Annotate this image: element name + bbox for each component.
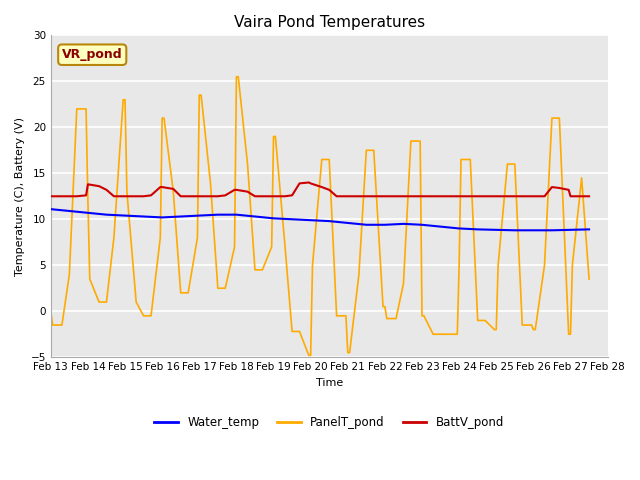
Title: Vaira Pond Temperatures: Vaira Pond Temperatures [234, 15, 425, 30]
Text: VR_pond: VR_pond [62, 48, 122, 61]
Legend: Water_temp, PanelT_pond, BattV_pond: Water_temp, PanelT_pond, BattV_pond [150, 411, 509, 434]
X-axis label: Time: Time [316, 378, 343, 388]
Y-axis label: Temperature (C), Battery (V): Temperature (C), Battery (V) [15, 117, 25, 276]
